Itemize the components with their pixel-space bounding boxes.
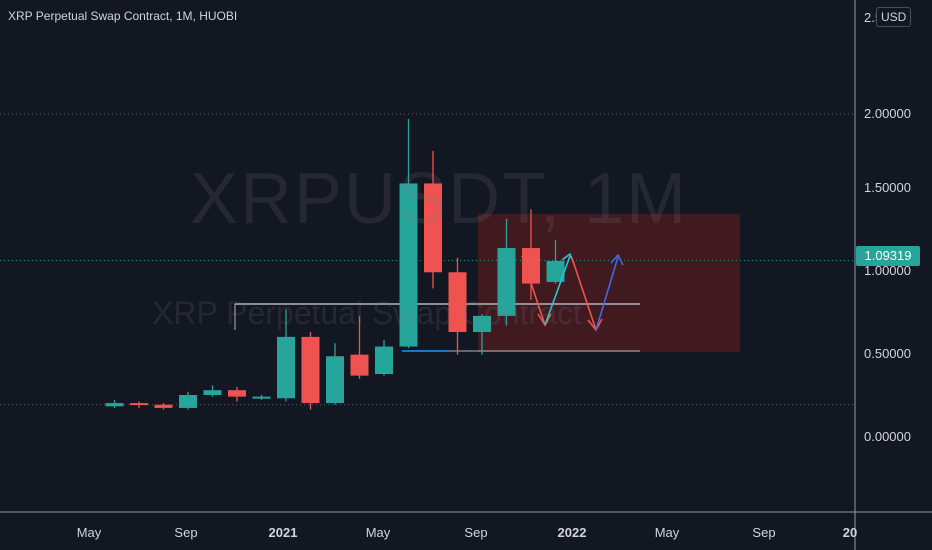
time-tick-label: Sep [464, 525, 487, 540]
last-price-tag: 1.09319 [856, 246, 920, 266]
candle-body [473, 315, 491, 333]
candle-body [448, 272, 467, 333]
projection-arrow-up-1 [544, 255, 571, 326]
time-tick-label: 2022 [558, 525, 587, 540]
candle-body [252, 396, 271, 399]
candle-body [203, 390, 222, 396]
chart-title[interactable]: XRP Perpetual Swap Contract, 1M, HUOBI [8, 9, 238, 23]
time-tick-label: Sep [174, 525, 197, 540]
candle-body [424, 183, 442, 273]
currency-button[interactable]: USD [876, 7, 912, 27]
price-tick-label: 1.00000 [864, 263, 911, 278]
candle-body [301, 336, 320, 404]
time-tick-label: May [77, 525, 102, 540]
candle-body [375, 346, 393, 375]
time-tick-label: 20 [843, 525, 857, 540]
candle-body [350, 354, 369, 376]
price-tick-label: 1.50000 [864, 180, 911, 195]
candle-body [546, 260, 565, 282]
candle-body [179, 395, 197, 408]
time-tick-label: Sep [752, 525, 775, 540]
candle-body [130, 403, 148, 406]
time-tick-label: May [655, 525, 680, 540]
candle-body [154, 404, 173, 408]
name-watermark: XRP Perpetual Swap Contract [152, 295, 582, 331]
candle-body [497, 248, 516, 316]
price-tick-label: 0.50000 [864, 346, 911, 361]
candle-body [399, 183, 418, 347]
time-tick-label: May [366, 525, 391, 540]
time-tick-label: 2021 [269, 525, 298, 540]
projection-arrow-down-2 [571, 257, 597, 331]
price-tick-label: 0.00000 [864, 429, 911, 444]
projection-arrow-up-2 [595, 256, 619, 331]
arrowhead-up-2 [610, 253, 624, 266]
price-tick-label: 2.00000 [864, 106, 911, 121]
candle-body [228, 390, 246, 397]
projection-box [478, 214, 740, 352]
candle-body [522, 248, 540, 284]
candle-body [277, 336, 295, 399]
projection-arrow-down-1 [521, 255, 546, 326]
candle-body [326, 356, 344, 404]
symbol-watermark: XRPUSDT, 1M [190, 159, 689, 239]
candle-body [105, 403, 124, 407]
